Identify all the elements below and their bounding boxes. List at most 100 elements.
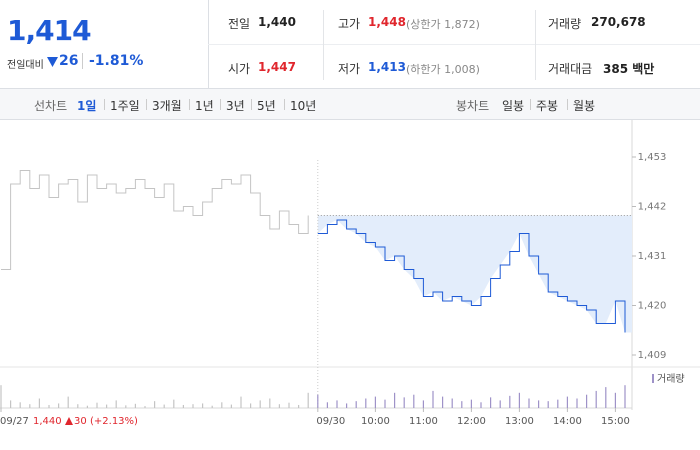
candle-option[interactable]: 일봉 xyxy=(502,99,525,113)
col-divider xyxy=(323,10,324,80)
volume-bar xyxy=(106,404,108,408)
period-option[interactable]: 3개월 xyxy=(152,99,182,113)
price-line xyxy=(317,219,626,333)
info-label: 저가 xyxy=(338,62,361,76)
y-tick-label: 1,442 xyxy=(638,202,667,213)
volume-bar xyxy=(0,385,2,408)
volume-bar xyxy=(614,392,616,408)
volume-bar xyxy=(86,405,88,408)
volume-bar xyxy=(298,404,300,408)
divider xyxy=(82,53,83,69)
volume-bar xyxy=(480,402,482,408)
volume-bar xyxy=(557,399,559,408)
volume-bar xyxy=(19,402,21,408)
info-label: 전일 xyxy=(228,17,251,31)
up-icon xyxy=(65,417,73,425)
volume-bar xyxy=(586,394,588,408)
toolbar-label: 봉차트 xyxy=(456,99,490,113)
info-label: 고가 xyxy=(338,17,361,31)
info-note: (하한가 1,008) xyxy=(406,63,480,76)
volume-bar xyxy=(547,401,549,408)
col-divider xyxy=(535,10,536,80)
x-tick-label: 12:00 xyxy=(457,416,486,427)
price-line xyxy=(1,170,309,270)
separator xyxy=(567,99,568,110)
volume-bar xyxy=(134,403,136,408)
volume-bar xyxy=(317,394,319,408)
volume-bar xyxy=(566,396,568,408)
change-label: 전일대비 xyxy=(7,60,44,71)
separator xyxy=(220,99,221,110)
prev-change-pct: (+2.13%) xyxy=(90,416,138,427)
prev-close: 1,440 xyxy=(33,416,62,427)
candle-option[interactable]: 월봉 xyxy=(573,99,596,113)
volume-bar xyxy=(144,406,146,408)
period-option[interactable]: 3년 xyxy=(226,99,245,113)
volume-bar xyxy=(518,392,520,408)
period-option[interactable]: 5년 xyxy=(257,99,276,113)
period-option[interactable]: 10년 xyxy=(290,99,317,113)
volume-bar xyxy=(77,404,79,408)
info-note: (상한가 1,872) xyxy=(406,18,480,31)
change-value: 26 xyxy=(59,53,79,69)
volume-bar xyxy=(211,405,213,408)
toolbar: 선차트 1일 1주일 3개월 1년 3년 5년 10년 봉차트 일봉 주봉 월봉 xyxy=(0,88,700,120)
volume-bar xyxy=(422,400,424,408)
volume-bar xyxy=(394,392,396,408)
volume-bar xyxy=(336,400,338,408)
volume-bar xyxy=(38,398,40,408)
y-tick-label: 1,409 xyxy=(638,350,667,361)
volume-bar xyxy=(451,398,453,408)
separator xyxy=(146,99,147,110)
volume-bar xyxy=(173,399,175,408)
volume-bar xyxy=(125,405,127,408)
volume-bar xyxy=(67,396,69,408)
volume-bar xyxy=(490,397,492,408)
row-divider xyxy=(208,44,700,45)
y-tick-label: 1,420 xyxy=(638,301,667,312)
x-tick-label: 14:00 xyxy=(553,416,582,427)
volume-bar xyxy=(48,404,50,408)
separator xyxy=(104,99,105,110)
price-panel: 1,414 전일대비 26 -1.81% xyxy=(0,0,209,88)
volume-bar xyxy=(115,400,117,408)
volume-bar xyxy=(461,401,463,408)
period-option[interactable]: 1일 xyxy=(77,99,97,113)
period-option[interactable]: 1주일 xyxy=(110,99,140,113)
info-value: 270,678 xyxy=(591,15,646,29)
volume-bar xyxy=(182,404,184,408)
info-label: 시가 xyxy=(228,62,251,76)
volume-bar xyxy=(355,401,357,408)
separator xyxy=(284,99,285,110)
volume-bar xyxy=(278,404,280,408)
legend-swatch xyxy=(652,374,654,383)
x-tick-label: 13:00 xyxy=(505,416,534,427)
volume-bar xyxy=(470,399,472,408)
info-label: 거래대금 xyxy=(548,62,593,76)
volume-bar xyxy=(432,390,434,408)
volume-bar xyxy=(384,399,386,408)
x-tick-label: 15:00 xyxy=(601,416,630,427)
volume-bar xyxy=(365,398,367,408)
period-option[interactable]: 1년 xyxy=(195,99,214,113)
info-value: 385 백만 xyxy=(603,62,655,76)
chart: 1,453 1,442 1,431 1,420 1,409 거래량 09/27 09/30 10… xyxy=(0,120,700,427)
volume-bar xyxy=(595,390,597,408)
volume-bar xyxy=(403,397,405,408)
volume-bar xyxy=(442,396,444,408)
volume-bar xyxy=(346,403,348,408)
volume-bar xyxy=(374,396,376,408)
volume-bar xyxy=(259,400,261,408)
volume-bar xyxy=(29,404,31,408)
volume-bar xyxy=(538,400,540,408)
volume-bar xyxy=(499,400,501,408)
candle-option[interactable]: 주봉 xyxy=(536,99,559,113)
toolbar-label: 선차트 xyxy=(34,99,68,113)
legend-label: 거래량 xyxy=(657,373,685,385)
volume-bar xyxy=(288,402,290,408)
info-value: 1,447 xyxy=(258,60,296,74)
info-label: 거래량 xyxy=(548,17,582,31)
volume-bar xyxy=(230,404,232,408)
area-fill xyxy=(317,215,632,333)
